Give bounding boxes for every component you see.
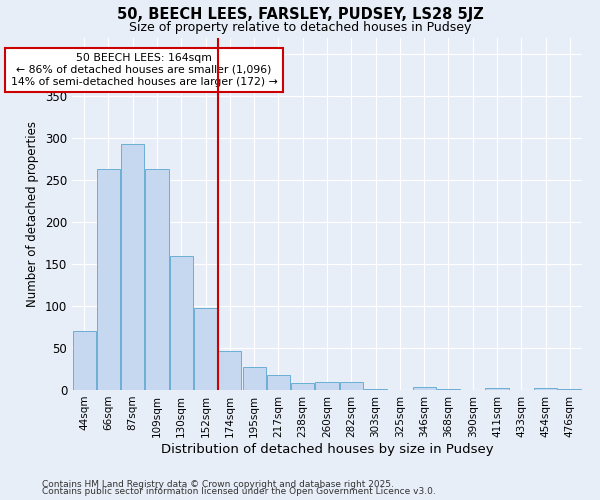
Bar [340, 382, 363, 390]
Bar [97, 170, 120, 390]
Text: Contains HM Land Registry data © Crown copyright and database right 2025.: Contains HM Land Registry data © Crown c… [42, 480, 394, 489]
Text: 50, BEECH LEES, FARSLEY, PUDSEY, LS28 5JZ: 50, BEECH LEES, FARSLEY, PUDSEY, LS28 5J… [116, 8, 484, 22]
Text: 50 BEECH LEES: 164sqm
← 86% of detached houses are smaller (1,096)
14% of semi-d: 50 BEECH LEES: 164sqm ← 86% of detached … [11, 54, 277, 86]
Bar [316, 382, 338, 390]
Text: Contains public sector information licensed under the Open Government Licence v3: Contains public sector information licen… [42, 488, 436, 496]
Bar [242, 368, 266, 390]
Text: Size of property relative to detached houses in Pudsey: Size of property relative to detached ho… [129, 21, 471, 34]
Bar [413, 386, 436, 390]
Bar [364, 389, 387, 390]
Bar [437, 389, 460, 390]
Bar [218, 350, 241, 390]
Bar [534, 388, 557, 390]
X-axis label: Distribution of detached houses by size in Pudsey: Distribution of detached houses by size … [161, 442, 493, 456]
Bar [291, 384, 314, 390]
Bar [267, 375, 290, 390]
Bar [73, 331, 95, 390]
Bar [194, 308, 217, 390]
Bar [145, 170, 169, 390]
Bar [121, 144, 144, 390]
Y-axis label: Number of detached properties: Number of detached properties [26, 120, 40, 306]
Bar [559, 389, 581, 390]
Bar [170, 256, 193, 390]
Bar [485, 388, 509, 390]
